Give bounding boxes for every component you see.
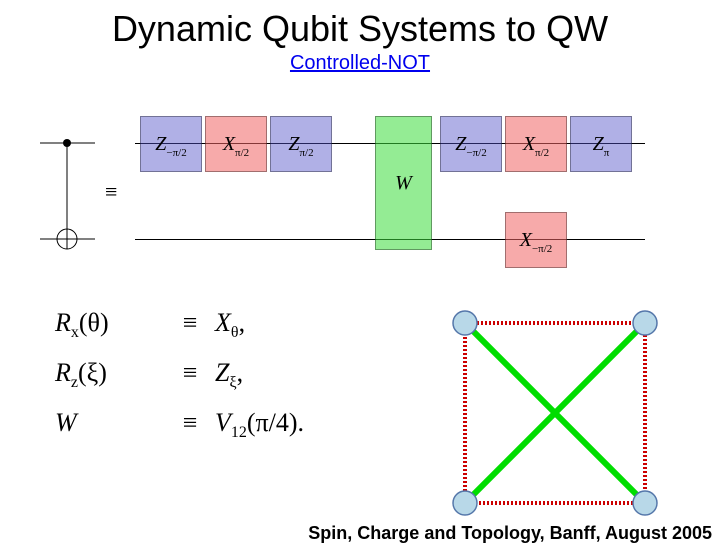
- graph-diagram: [450, 308, 660, 518]
- equiv-symbol: ≡: [105, 179, 117, 205]
- gate-Xπ/2: Xπ/2: [505, 116, 567, 172]
- equation-row: W≡V12(π/4).: [55, 408, 304, 442]
- equation-row: Rz(ξ)≡Zξ,: [55, 358, 243, 392]
- gate-Zπ/2: Zπ/2: [270, 116, 332, 172]
- page-title: Dynamic Qubit Systems to QW: [0, 8, 720, 50]
- gate-W: W: [375, 116, 432, 250]
- gate-Z−π/2: Z−π/2: [140, 116, 202, 172]
- subtitle: Controlled-NOT: [0, 52, 720, 75]
- gate-Xπ/2: Xπ/2: [205, 116, 267, 172]
- footer-text: Spin, Charge and Topology, Banff, August…: [308, 523, 712, 544]
- equation-row: Rx(θ)≡Xθ,: [55, 308, 245, 342]
- gate-Z−π/2: Z−π/2: [440, 116, 502, 172]
- circuit-diagram: ≡ Z−π/2Xπ/2Zπ/2WZ−π/2Xπ/2ZπX−π/2: [60, 113, 660, 273]
- gate-Zπ: Zπ: [570, 116, 632, 172]
- gate-X−π/2: X−π/2: [505, 212, 567, 268]
